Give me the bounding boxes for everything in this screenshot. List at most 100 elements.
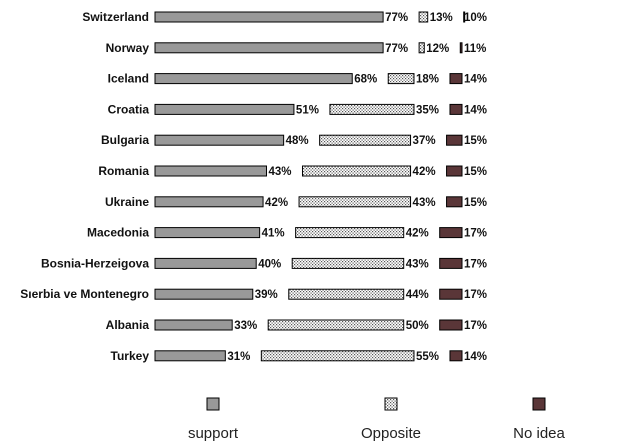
value-label-no-idea: 11% bbox=[464, 43, 486, 55]
value-label-no-idea: 14% bbox=[464, 74, 487, 86]
bar-support bbox=[154, 350, 226, 362]
bar-opposite bbox=[298, 196, 412, 208]
bar-support bbox=[154, 319, 233, 331]
value-label-no-idea: 17% bbox=[464, 228, 487, 240]
value-label-no-idea: 14% bbox=[464, 104, 487, 116]
bar-no-idea bbox=[446, 196, 463, 208]
bar-no-idea bbox=[439, 288, 463, 300]
bar-row-bosnia-herzeigova: Bosnia-Herzeigova 40% 43% 17% bbox=[41, 256, 487, 270]
value-label-no-idea: 17% bbox=[464, 320, 487, 332]
value-label-opposite: 35% bbox=[416, 104, 439, 116]
bar-support bbox=[154, 227, 261, 239]
legend-label: Opposite bbox=[361, 425, 421, 442]
bar-row-macedonia: Macedonia 41% 42% 17% bbox=[87, 226, 487, 240]
value-label-opposite: 13% bbox=[430, 12, 453, 24]
bar-row-switzerland: Switzerland 77% 13% 10% bbox=[82, 10, 487, 24]
value-label-opposite: 37% bbox=[413, 135, 436, 147]
bar-support bbox=[154, 288, 254, 300]
bar-no-idea bbox=[463, 11, 466, 23]
bar-support bbox=[154, 257, 257, 269]
value-label-support: 42% bbox=[265, 197, 288, 209]
legend-swatch bbox=[532, 397, 546, 411]
category-label: Bosnia-Herzeigova bbox=[41, 256, 149, 270]
legend: support Opposite No idea bbox=[188, 397, 566, 442]
value-label-opposite: 12% bbox=[426, 43, 449, 55]
category-label: Norway bbox=[106, 41, 150, 55]
legend-label: No idea bbox=[513, 425, 565, 442]
bar-row-turkey: Turkey 31% 55% 14% bbox=[111, 349, 488, 363]
bars-layer: Switzerland 77% 13% 10% Norway 77% 12% 11% Icela… bbox=[20, 10, 487, 363]
category-label: Macedonia bbox=[87, 226, 149, 240]
bar-row-romania: Romania 43% 42% 15% bbox=[98, 164, 487, 178]
bar-support bbox=[154, 103, 295, 115]
value-label-no-idea: 14% bbox=[464, 351, 487, 363]
value-label-support: 33% bbox=[234, 320, 257, 332]
value-label-opposite: 42% bbox=[413, 166, 436, 178]
bar-no-idea bbox=[459, 42, 463, 54]
bar-opposite bbox=[418, 11, 429, 23]
value-label-opposite: 42% bbox=[406, 228, 429, 240]
value-label-support: 48% bbox=[286, 135, 309, 147]
value-label-opposite: 44% bbox=[406, 289, 429, 301]
value-label-support: 40% bbox=[258, 258, 281, 270]
value-label-support: 39% bbox=[255, 289, 278, 301]
category-label: Switzerland bbox=[82, 10, 149, 24]
value-label-opposite: 18% bbox=[416, 74, 439, 86]
bar-no-idea bbox=[439, 319, 463, 331]
value-label-support: 68% bbox=[354, 74, 377, 86]
value-label-support: 43% bbox=[268, 166, 291, 178]
bar-opposite bbox=[319, 134, 412, 146]
category-label: Iceland bbox=[108, 72, 149, 86]
legend-item-opposite: Opposite bbox=[361, 397, 421, 442]
bar-opposite bbox=[418, 42, 425, 54]
legend-label: support bbox=[188, 425, 239, 442]
category-label: Bulgaria bbox=[101, 133, 149, 147]
bar-opposite bbox=[295, 227, 405, 239]
bar-support bbox=[154, 134, 285, 146]
category-label: Albania bbox=[106, 318, 150, 332]
bar-no-idea bbox=[449, 73, 463, 85]
category-label: Croatia bbox=[108, 102, 150, 116]
category-label: Sıerbia ve Montenegro bbox=[20, 287, 149, 301]
bar-opposite bbox=[387, 73, 415, 85]
bar-no-idea bbox=[439, 227, 463, 239]
bar-row-iceland: Iceland 68% 18% 14% bbox=[108, 72, 487, 86]
value-label-opposite: 43% bbox=[413, 197, 436, 209]
bar-row-bulgaria: Bulgaria 48% 37% 15% bbox=[101, 133, 487, 147]
value-label-opposite: 55% bbox=[416, 351, 439, 363]
bar-support bbox=[154, 165, 267, 177]
bar-no-idea bbox=[449, 350, 463, 362]
bar-no-idea bbox=[446, 165, 463, 177]
value-label-opposite: 43% bbox=[406, 258, 429, 270]
value-label-support: 31% bbox=[227, 351, 250, 363]
category-label: Romania bbox=[98, 164, 149, 178]
value-label-opposite: 50% bbox=[406, 320, 429, 332]
value-label-support: 77% bbox=[385, 12, 408, 24]
bar-opposite bbox=[291, 257, 405, 269]
bar-row-croatia: Croatia 51% 35% 14% bbox=[108, 102, 487, 116]
value-label-no-idea: 10% bbox=[464, 12, 487, 24]
bar-row-s-erbia-ve-montenegro: Sıerbia ve Montenegro 39% 44% 17% bbox=[20, 287, 487, 301]
bar-row-albania: Albania 33% 50% 17% bbox=[106, 318, 487, 332]
bar-opposite bbox=[288, 288, 405, 300]
value-label-support: 77% bbox=[385, 43, 408, 55]
legend-item-no-idea: No idea bbox=[513, 397, 566, 442]
bar-row-norway: Norway 77% 12% 11% bbox=[106, 41, 487, 55]
bar-opposite bbox=[267, 319, 405, 331]
value-label-no-idea: 15% bbox=[464, 166, 487, 178]
bar-opposite bbox=[329, 103, 415, 115]
bar-no-idea bbox=[449, 103, 463, 115]
bar-no-idea bbox=[439, 257, 463, 269]
legend-swatch bbox=[206, 397, 220, 411]
bar-opposite bbox=[301, 165, 412, 177]
bar-support bbox=[154, 196, 264, 208]
value-label-support: 51% bbox=[296, 104, 319, 116]
value-label-no-idea: 17% bbox=[464, 258, 487, 270]
value-label-support: 41% bbox=[262, 228, 285, 240]
value-label-no-idea: 15% bbox=[464, 197, 487, 209]
value-label-no-idea: 15% bbox=[464, 135, 487, 147]
bar-support bbox=[154, 73, 353, 85]
bar-row-ukraine: Ukraine 42% 43% 15% bbox=[105, 195, 487, 209]
category-label: Ukraine bbox=[105, 195, 149, 209]
